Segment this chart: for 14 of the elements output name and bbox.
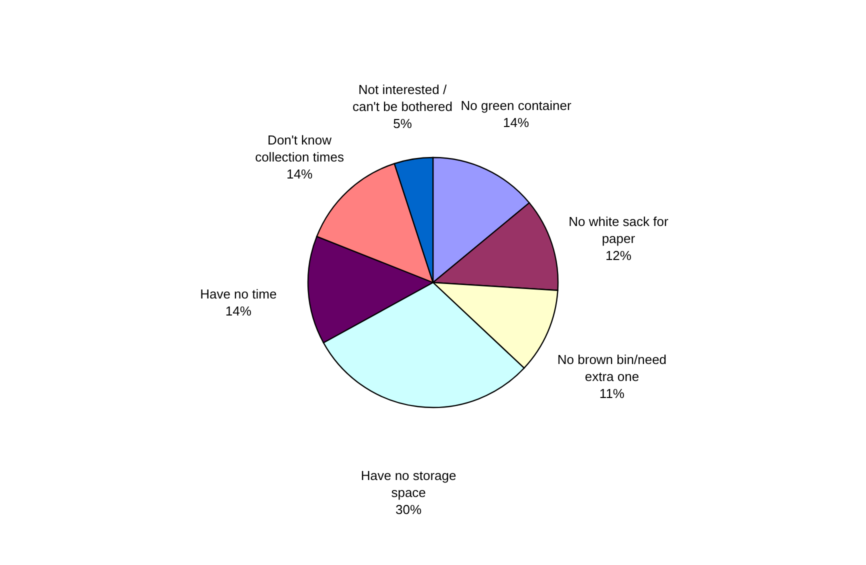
- slice-label: Have no storage space: [360, 468, 456, 500]
- slice-label: Not interested / can't be bothered: [352, 82, 453, 114]
- data-label: 14%: [286, 166, 313, 182]
- data-label: 12%: [605, 248, 632, 264]
- slice-label: Don't know collection times: [255, 132, 344, 164]
- data-label: 30%: [396, 502, 422, 517]
- data-label: 5%: [393, 116, 412, 131]
- data-label: 14%: [503, 115, 530, 130]
- slice-label: No green container: [460, 98, 572, 114]
- slice-label: Have no time: [200, 286, 277, 302]
- data-label: 11%: [599, 386, 625, 401]
- slice-label: No white sack for paper: [568, 214, 669, 246]
- data-label: 14%: [225, 304, 252, 319]
- slice-label: No brown bin/need extra one: [557, 352, 667, 384]
